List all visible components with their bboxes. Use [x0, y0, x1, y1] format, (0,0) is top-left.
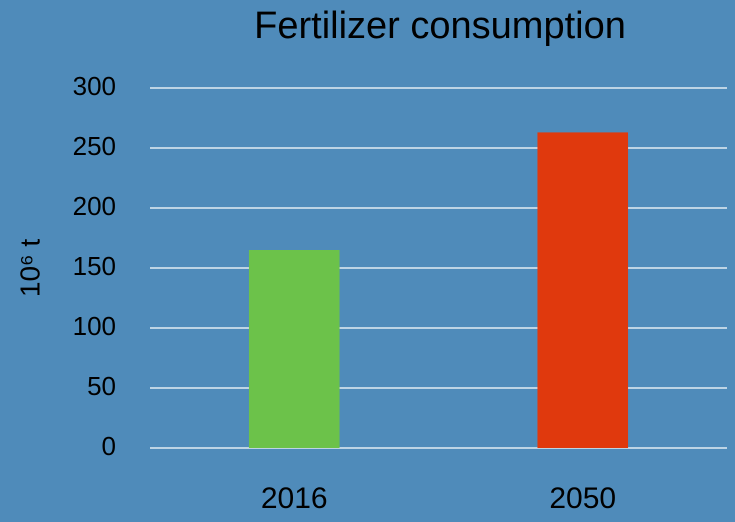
y-tick-label: 100 [73, 311, 116, 341]
y-tick-label: 250 [73, 131, 116, 161]
y-tick-label: 50 [87, 371, 116, 401]
chart-title: Fertilizer consumption [254, 5, 626, 47]
bar [248, 250, 340, 448]
y-tick-label: 0 [102, 431, 116, 461]
bar [537, 132, 629, 448]
x-tick-label: 2016 [261, 482, 328, 515]
y-tick-label: 300 [73, 71, 116, 101]
y-axis-label: 10⁶ t [14, 239, 45, 297]
y-tick-label: 150 [73, 251, 116, 281]
x-tick-label: 2050 [549, 482, 616, 515]
y-tick-label: 200 [73, 191, 116, 221]
